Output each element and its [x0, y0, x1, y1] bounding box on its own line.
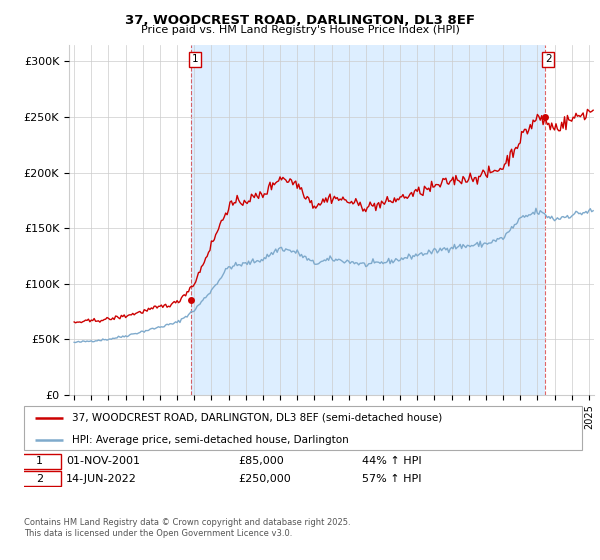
- Bar: [191, 45, 545, 395]
- Text: 44% ↑ HPI: 44% ↑ HPI: [362, 456, 422, 466]
- Text: 01-NOV-2001: 01-NOV-2001: [66, 456, 140, 466]
- Text: 37, WOODCREST ROAD, DARLINGTON, DL3 8EF: 37, WOODCREST ROAD, DARLINGTON, DL3 8EF: [125, 14, 475, 27]
- Text: 2: 2: [35, 474, 43, 483]
- Text: This data is licensed under the Open Government Licence v3.0.: This data is licensed under the Open Gov…: [24, 529, 292, 538]
- FancyBboxPatch shape: [19, 471, 61, 486]
- Text: Contains HM Land Registry data © Crown copyright and database right 2025.: Contains HM Land Registry data © Crown c…: [24, 518, 350, 527]
- Text: 2: 2: [545, 54, 552, 64]
- Text: 1: 1: [36, 456, 43, 466]
- Text: £250,000: £250,000: [238, 474, 291, 483]
- FancyBboxPatch shape: [19, 454, 61, 469]
- Text: 14-JUN-2022: 14-JUN-2022: [66, 474, 137, 483]
- Text: 1: 1: [191, 54, 198, 64]
- Text: £85,000: £85,000: [238, 456, 284, 466]
- Text: Price paid vs. HM Land Registry's House Price Index (HPI): Price paid vs. HM Land Registry's House …: [140, 25, 460, 35]
- FancyBboxPatch shape: [24, 406, 583, 450]
- Text: HPI: Average price, semi-detached house, Darlington: HPI: Average price, semi-detached house,…: [72, 435, 349, 445]
- Text: 57% ↑ HPI: 57% ↑ HPI: [362, 474, 422, 483]
- Text: 37, WOODCREST ROAD, DARLINGTON, DL3 8EF (semi-detached house): 37, WOODCREST ROAD, DARLINGTON, DL3 8EF …: [72, 413, 442, 423]
